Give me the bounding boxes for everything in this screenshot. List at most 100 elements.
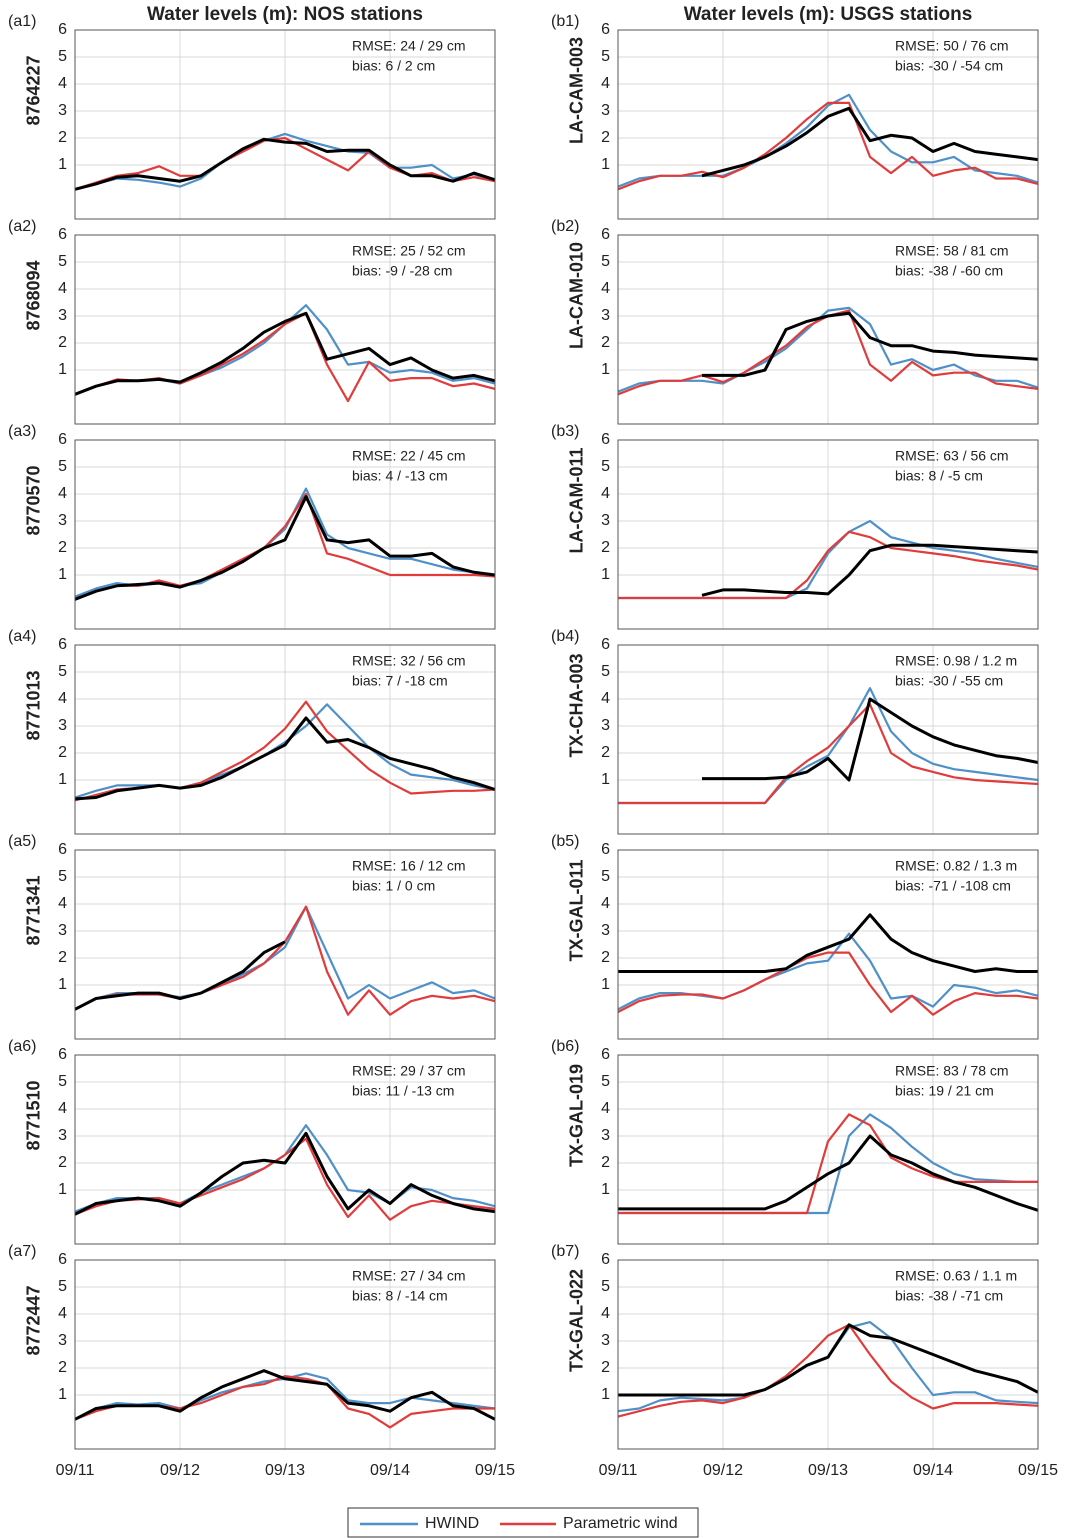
column-title: Water levels (m): NOS stations [147, 4, 423, 25]
y-tick-label: 2 [601, 949, 610, 966]
panel: 1 2 3 4 5 6 (a6) 8771510 RMSE: 29 / 37 cm bias: 1… [8, 1038, 496, 1245]
annotation: RMSE: 83 / 78 cm [895, 1063, 1009, 1079]
y-tick-label: 1 [58, 771, 67, 788]
y-tick-label: 5 [601, 868, 610, 885]
annotation: RMSE: 32 / 56 cm [352, 653, 466, 669]
y-tick-label: 2 [601, 744, 610, 761]
y-tick-label: 2 [58, 949, 67, 966]
y-axis-label: 8771510 [24, 1080, 44, 1150]
panel-label: (a2) [8, 218, 36, 235]
annotation: RMSE: 63 / 56 cm [895, 448, 1009, 464]
annotation: RMSE: 27 / 34 cm [352, 1268, 466, 1284]
series-line [617, 101, 1039, 191]
panel: 1 2 3 4 5 6 (a5) 8771341 RMSE: 16 / 12 cm bias: 1… [8, 833, 496, 1040]
y-tick-label: 1 [601, 566, 610, 583]
y-tick-label: 3 [601, 717, 610, 734]
panel: 09/11 09/12 09/13 09/14 09/15 1 2 3 4 5 6 (a7) 87724… [8, 1243, 515, 1479]
plot-frame [617, 439, 1039, 630]
y-tick-label: 1 [58, 1386, 67, 1403]
y-axis-label: LA-CAM-010 [567, 242, 587, 349]
annotation: RMSE: 22 / 45 cm [352, 448, 466, 464]
panel-label: (a3) [8, 423, 36, 440]
panel-label: (a6) [8, 1038, 36, 1055]
y-tick-label: 6 [58, 1251, 67, 1268]
y-axis-label: LA-CAM-011 [567, 447, 587, 553]
plot-frame [74, 439, 496, 630]
series-line [617, 951, 1039, 1016]
series-line [74, 136, 496, 191]
panel-label: (b2) [551, 218, 579, 235]
y-tick-label: 5 [601, 1073, 610, 1090]
y-tick-label: 5 [58, 663, 67, 680]
annotation: RMSE: 29 / 37 cm [352, 1063, 466, 1079]
y-tick-label: 1 [58, 1181, 67, 1198]
y-tick-label: 4 [601, 75, 610, 92]
legend-label: HWIND [425, 1515, 479, 1532]
panel: 1 2 3 4 5 6 (a3) 8770570 RMSE: 22 / 45 cm bias: 4… [8, 423, 496, 630]
panel: 1 2 3 4 5 6 (b6) TX-GAL-019 RMSE: 83 / 78 cm bias… [551, 1038, 1039, 1245]
series-line [74, 940, 286, 1011]
y-tick-label: 4 [58, 895, 67, 912]
panel-label: (b1) [551, 13, 579, 30]
y-tick-label: 2 [601, 539, 610, 556]
y-tick-label: 2 [58, 334, 67, 351]
y-tick-label: 4 [58, 75, 67, 92]
y-tick-label: 5 [601, 253, 610, 270]
y-tick-label: 3 [58, 717, 67, 734]
series-line [702, 311, 1039, 377]
plot-frame [617, 644, 1039, 835]
series-line [702, 697, 1039, 782]
y-tick-label: 1 [58, 566, 67, 583]
panel: 1 2 3 4 5 6 (b2) LA-CAM-010 RMSE: 58 / 81 cm bias… [551, 218, 1039, 425]
y-axis-label: 8770570 [24, 465, 44, 535]
y-tick-label: 4 [601, 895, 610, 912]
x-tick-label: 09/11 [56, 1462, 95, 1479]
y-tick-label: 2 [601, 1359, 610, 1376]
y-tick-label: 6 [58, 841, 67, 858]
annotation: RMSE: 58 / 81 cm [895, 243, 1009, 259]
annotation: RMSE: 16 / 12 cm [352, 858, 466, 874]
annotation: bias: -9 / -28 cm [352, 263, 452, 279]
plot-frame [74, 1259, 496, 1450]
annotation: bias: 8 / -14 cm [352, 1288, 448, 1304]
series-line [618, 703, 1039, 805]
y-tick-label: 1 [601, 771, 610, 788]
series-line [74, 716, 496, 801]
series-line [74, 1369, 496, 1421]
panel-label: (a4) [8, 628, 36, 645]
y-tick-label: 4 [601, 1100, 610, 1117]
y-tick-label: 3 [58, 922, 67, 939]
y-tick-label: 3 [601, 307, 610, 324]
y-tick-label: 3 [58, 512, 67, 529]
series-line [618, 530, 1039, 600]
y-tick-label: 1 [601, 1181, 610, 1198]
y-tick-label: 6 [601, 841, 610, 858]
y-axis-label: TX-GAL-019 [567, 1064, 587, 1167]
y-tick-label: 2 [58, 1154, 67, 1171]
plot-frame [617, 1259, 1039, 1450]
annotation: bias: -30 / -54 cm [895, 58, 1003, 74]
y-tick-label: 5 [601, 458, 610, 475]
y-tick-label: 2 [601, 1154, 610, 1171]
y-tick-label: 4 [58, 1100, 67, 1117]
annotation: RMSE: 0.98 / 1.2 m [895, 653, 1017, 669]
y-tick-label: 3 [58, 307, 67, 324]
plot-frame [74, 644, 496, 835]
panel-label: (b3) [551, 423, 579, 440]
y-axis-label: LA-CAM-003 [567, 37, 587, 144]
panel: 1 2 3 4 5 6 (b1) LA-CAM-003 RMSE: 50 / 76 cm bias… [551, 13, 1039, 220]
series-line [701, 543, 1039, 597]
panel: 09/11 09/12 09/13 09/14 09/15 1 2 3 4 5 6 (b7) TX-GA… [551, 1243, 1058, 1479]
legend-box [347, 1507, 699, 1538]
y-tick-label: 2 [58, 129, 67, 146]
x-tick-label: 09/15 [1018, 1462, 1058, 1479]
y-tick-label: 4 [601, 280, 610, 297]
y-tick-label: 1 [58, 976, 67, 993]
y-tick-label: 1 [601, 976, 610, 993]
y-tick-label: 3 [601, 102, 610, 119]
y-tick-label: 6 [58, 1046, 67, 1063]
y-axis-label: 8768094 [24, 260, 44, 330]
panel-label: (b6) [551, 1038, 579, 1055]
y-tick-label: 3 [601, 1127, 610, 1144]
